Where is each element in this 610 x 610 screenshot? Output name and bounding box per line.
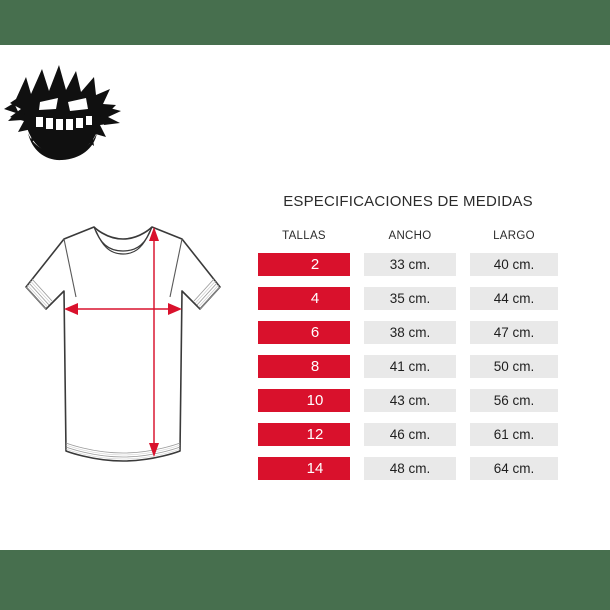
table-row: 2 33 cm. 40 cm. (258, 253, 558, 276)
size-badge: 4 (258, 287, 350, 310)
width-value: 35 cm. (364, 287, 456, 310)
size-badge: 6 (258, 321, 350, 344)
t-shirt-outline-diagram (14, 213, 232, 481)
table-row: 14 48 cm. 64 cm. (258, 457, 558, 480)
table-body: 2 33 cm. 40 cm. 4 35 cm. 44 cm. 6 38 cm. 47 cm. 8… (258, 253, 558, 480)
letterbox-top (0, 0, 610, 45)
table-header-row: TALLAS ANCHO LARGO (258, 228, 558, 244)
column-header-length: LARGO (493, 230, 535, 242)
length-value: 64 cm. (470, 457, 558, 480)
width-value: 41 cm. (364, 355, 456, 378)
column-header-size: TALLAS (282, 230, 326, 242)
size-badge: 12 (258, 423, 350, 446)
length-value: 47 cm. (470, 321, 558, 344)
width-value: 43 cm. (364, 389, 456, 412)
measurements-table: ESPECIFICACIONES DE MEDIDAS TALLAS ANCHO… (258, 193, 558, 480)
table-row: 4 35 cm. 44 cm. (258, 287, 558, 310)
width-value: 46 cm. (364, 423, 456, 446)
length-value: 50 cm. (470, 355, 558, 378)
chart-canvas: ESPECIFICACIONES DE MEDIDAS TALLAS ANCHO… (0, 45, 610, 550)
size-badge: 10 (258, 389, 350, 412)
gengar-silhouette-icon (2, 47, 124, 169)
letterbox-bottom (0, 550, 610, 610)
width-value: 33 cm. (364, 253, 456, 276)
length-value: 61 cm. (470, 423, 558, 446)
width-value: 48 cm. (364, 457, 456, 480)
page-title: ESPECIFICACIONES DE MEDIDAS (283, 193, 533, 210)
length-value: 40 cm. (470, 253, 558, 276)
table-row: 12 46 cm. 61 cm. (258, 423, 558, 446)
length-value: 44 cm. (470, 287, 558, 310)
size-badge: 2 (258, 253, 350, 276)
table-row: 6 38 cm. 47 cm. (258, 321, 558, 344)
table-row: 8 41 cm. 50 cm. (258, 355, 558, 378)
vertical-body-measure-arrow (149, 227, 159, 457)
column-header-width: ANCHO (388, 230, 432, 242)
width-value: 38 cm. (364, 321, 456, 344)
table-row: 10 43 cm. 56 cm. (258, 389, 558, 412)
size-badge: 8 (258, 355, 350, 378)
size-badge: 14 (258, 457, 350, 480)
length-value: 56 cm. (470, 389, 558, 412)
horizontal-chest-measure-arrow (64, 303, 182, 315)
